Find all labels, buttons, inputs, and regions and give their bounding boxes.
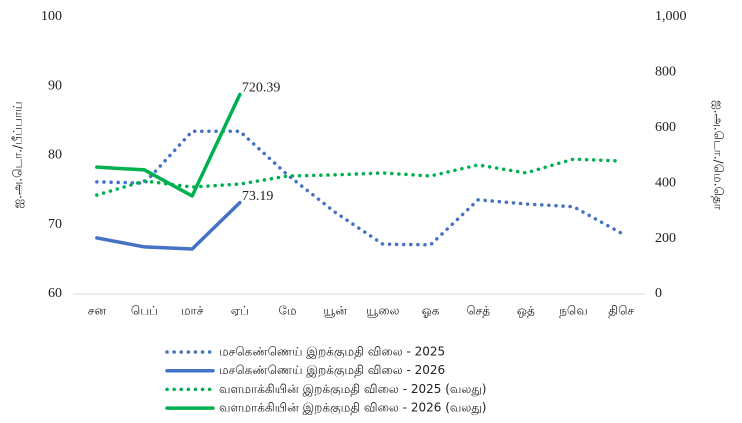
y2-tick-label: 0 (655, 286, 662, 301)
y-axis-title: ஐ.அ.டொ./பீப்பாய் (11, 102, 25, 209)
y-tick-label: 80 (48, 148, 62, 163)
x-tick-label: பெப் (131, 304, 158, 318)
legend-label: வளமாக்கியின் இறக்குமதி விலை - 2026 (வலது… (219, 401, 486, 416)
x-tick-label: மே (278, 304, 296, 318)
y-tick-label: 60 (48, 286, 62, 301)
legend-label: மசகெண்ணெய் இறக்குமதி விலை - 2026 (219, 363, 445, 378)
y-tick-label: 70 (48, 217, 62, 232)
y2-tick-label: 600 (655, 120, 676, 135)
x-tick-label: ஏப் (231, 304, 249, 318)
x-tick-label: மாச் (181, 304, 204, 318)
y2-axis-title: ஐ.அ.டொ./மெ.தொ (712, 100, 726, 211)
series-line (95, 200, 242, 251)
legend-label: வளமாக்கியின் இறக்குமதி விலை - 2025 (வலது… (219, 382, 486, 397)
x-tick-label: ஓக (422, 304, 440, 318)
y2-tick-label: 1,000 (655, 9, 687, 24)
y-tick-label: 100 (41, 9, 62, 24)
data-label: 73.19 (242, 189, 273, 204)
data-label: 720.39 (242, 81, 280, 96)
x-tick-label: ஒத் (517, 304, 535, 318)
x-tick-label: சன (88, 304, 107, 318)
y2-tick-label: 800 (655, 65, 676, 80)
legend-label: மசகெண்ணெய் இறக்குமதி விலை - 2025 (219, 345, 445, 360)
x-tick-label: திசெ (608, 304, 634, 318)
series-line (95, 92, 242, 198)
y-tick-label: 90 (48, 78, 62, 93)
x-tick-label: நவெ (559, 304, 588, 318)
series-line (95, 129, 623, 247)
y2-tick-label: 400 (655, 175, 676, 190)
x-tick-label: யூன் (323, 304, 347, 318)
x-tick-label: யூலை (366, 304, 399, 318)
series-line (95, 157, 623, 197)
y2-tick-label: 200 (655, 231, 676, 246)
x-tick-label: செத் (466, 304, 490, 318)
